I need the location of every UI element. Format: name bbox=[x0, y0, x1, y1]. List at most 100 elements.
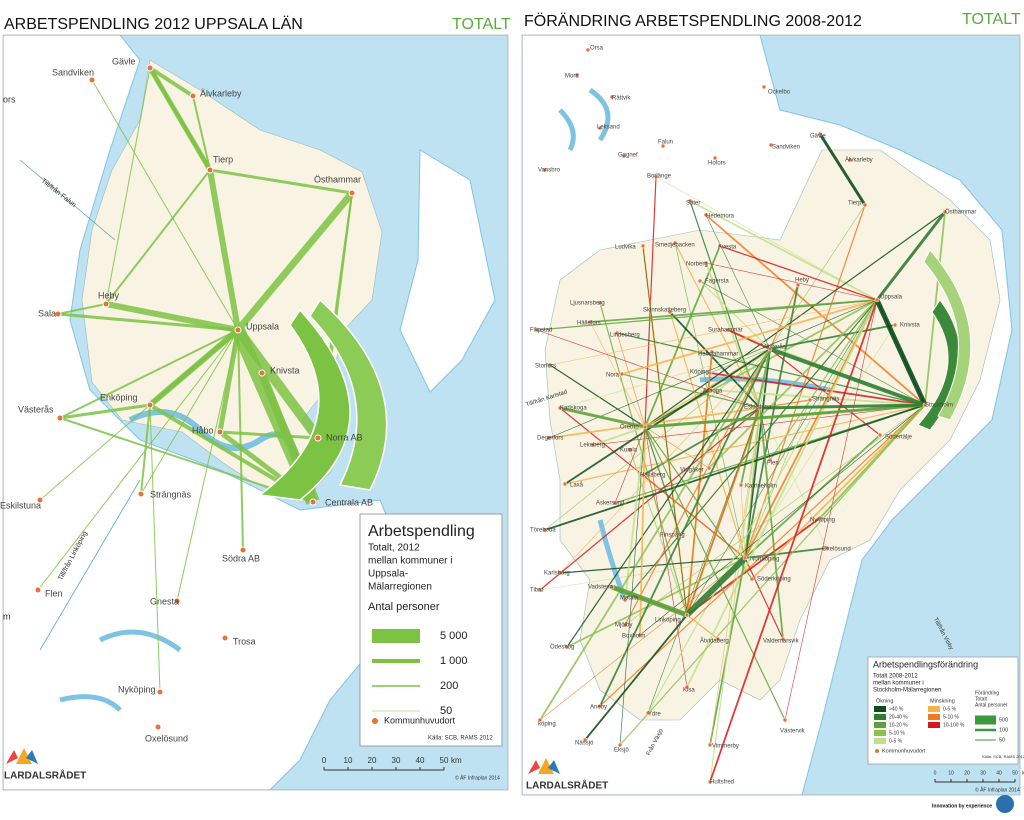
flow bbox=[536, 329, 761, 409]
flow bbox=[705, 214, 926, 406]
flow bbox=[705, 214, 771, 350]
place-label: Vingåker bbox=[680, 467, 704, 474]
municipality-dot bbox=[707, 779, 713, 785]
municipality-dot bbox=[862, 202, 868, 208]
legend-swatch bbox=[928, 722, 940, 728]
flow bbox=[751, 404, 926, 580]
flow bbox=[686, 299, 878, 616]
municipality-dot bbox=[725, 327, 731, 333]
flow bbox=[684, 555, 748, 618]
municipality-dot bbox=[239, 546, 247, 554]
place-label: Linköping bbox=[655, 618, 681, 624]
logo-mark bbox=[528, 760, 540, 774]
legend-label: 200 bbox=[440, 680, 458, 692]
place-label: Storfors bbox=[535, 364, 556, 370]
place-label: Sandviken bbox=[772, 145, 800, 151]
municipality-dot bbox=[597, 125, 603, 131]
flow bbox=[744, 204, 866, 559]
flow bbox=[769, 299, 878, 461]
place-label: Oxelösund bbox=[145, 733, 188, 743]
flow bbox=[699, 280, 771, 350]
place-label: Norrköping bbox=[750, 557, 779, 563]
place-label: Karlsborg bbox=[544, 571, 570, 577]
place-label: Nora bbox=[606, 373, 620, 379]
flow bbox=[140, 329, 239, 495]
legend-label: 0-5 % bbox=[943, 706, 957, 712]
logo-text: LARDALSRÅDET bbox=[4, 769, 86, 782]
place-label: Flen bbox=[767, 461, 779, 467]
municipality-dot bbox=[537, 717, 543, 723]
flow bbox=[57, 303, 107, 315]
legend-text: mellan kommuner i bbox=[873, 681, 924, 687]
municipality-dot bbox=[173, 597, 181, 605]
place-label: Hällefors bbox=[577, 321, 601, 327]
flow bbox=[686, 299, 878, 688]
legend-text: Minskning bbox=[930, 698, 955, 704]
municipality-dot bbox=[582, 737, 588, 743]
place-label: Nässjö bbox=[575, 741, 594, 747]
municipality-dot bbox=[807, 397, 813, 403]
municipality-dot bbox=[216, 428, 224, 436]
municipality-dot bbox=[877, 432, 883, 438]
flow bbox=[91, 79, 239, 331]
municipality-dot bbox=[597, 703, 603, 709]
municipality-dot bbox=[258, 369, 266, 377]
tag: TOTALT bbox=[962, 11, 1021, 28]
legend-title: Arbetspendling bbox=[368, 523, 475, 540]
flow bbox=[769, 348, 881, 436]
municipality-dot bbox=[221, 634, 229, 642]
legend-text: mellan kommuner i bbox=[368, 556, 452, 567]
scale-label: 30 bbox=[392, 756, 401, 765]
region bbox=[544, 149, 1001, 721]
flow bbox=[705, 262, 761, 409]
scale-label: 0 bbox=[322, 756, 327, 765]
flow bbox=[769, 204, 866, 350]
municipality-dot bbox=[817, 131, 823, 137]
flow bbox=[624, 426, 646, 601]
place-label: Katrineholm bbox=[745, 484, 777, 490]
flow bbox=[744, 284, 799, 559]
flow bbox=[539, 557, 746, 721]
place-label: Fagersta bbox=[705, 279, 729, 285]
flow bbox=[536, 299, 878, 331]
flow bbox=[744, 547, 828, 559]
place-label: Tierp bbox=[848, 201, 862, 207]
municipality-dot bbox=[892, 322, 898, 328]
municipality-dot bbox=[757, 405, 763, 411]
municipality-dot bbox=[742, 555, 748, 561]
municipality-dot bbox=[564, 644, 570, 650]
flow bbox=[705, 262, 878, 301]
flow bbox=[674, 242, 746, 559]
flow bbox=[647, 407, 761, 714]
flow bbox=[149, 404, 161, 693]
place-label: Hallstahammar bbox=[698, 352, 738, 358]
flow bbox=[744, 348, 771, 559]
flow bbox=[237, 329, 244, 551]
flow bbox=[621, 299, 878, 375]
flow bbox=[708, 299, 878, 469]
place-label: Åtvidaberg bbox=[700, 638, 729, 645]
place-label: Strängnäs bbox=[150, 489, 192, 499]
flow bbox=[769, 284, 799, 350]
legend-swatch bbox=[874, 738, 886, 744]
legend-symbol bbox=[372, 718, 378, 724]
flow bbox=[548, 299, 878, 439]
route bbox=[19, 159, 116, 241]
place-label: Västervik bbox=[780, 729, 806, 735]
municipality-dot bbox=[309, 498, 317, 506]
municipality-dot bbox=[621, 153, 627, 159]
place-label: Flen bbox=[45, 588, 63, 598]
legend-symbol bbox=[875, 749, 879, 753]
municipality-dot bbox=[609, 94, 615, 100]
flow bbox=[599, 348, 771, 707]
flow bbox=[207, 169, 241, 331]
municipality-dot bbox=[942, 209, 948, 215]
place-label: Arboga bbox=[703, 389, 723, 395]
municipality-dot bbox=[56, 414, 64, 422]
municipality-dot bbox=[767, 346, 773, 352]
municipality-dot bbox=[587, 319, 593, 325]
flow bbox=[564, 404, 926, 485]
place-label: Filipstad bbox=[530, 328, 552, 334]
